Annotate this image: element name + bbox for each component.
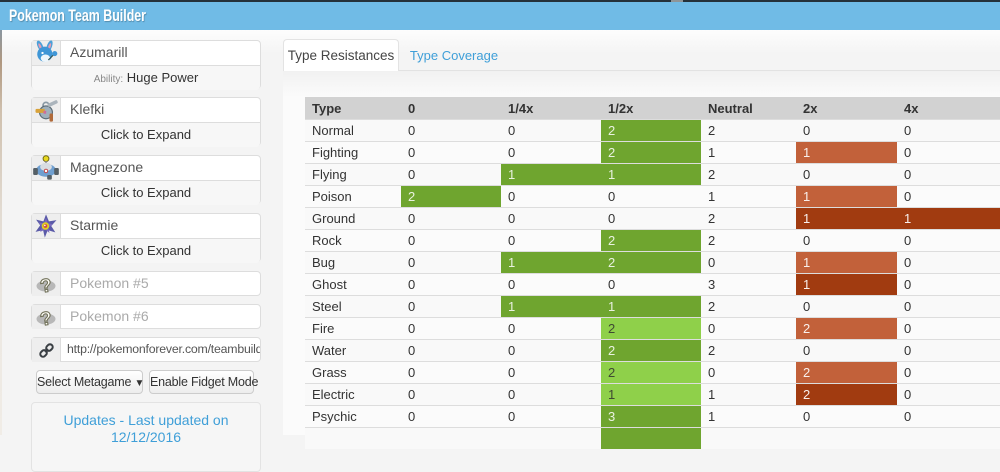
svg-text:?: ? bbox=[39, 275, 54, 296]
svg-text:?: ? bbox=[39, 308, 54, 329]
